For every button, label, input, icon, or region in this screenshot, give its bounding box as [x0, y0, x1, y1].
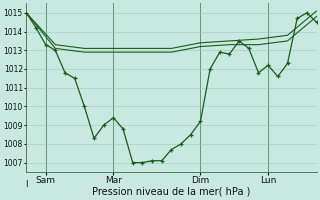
X-axis label: Pression niveau de la mer( hPa ): Pression niveau de la mer( hPa )	[92, 187, 251, 197]
Text: I: I	[25, 180, 28, 189]
